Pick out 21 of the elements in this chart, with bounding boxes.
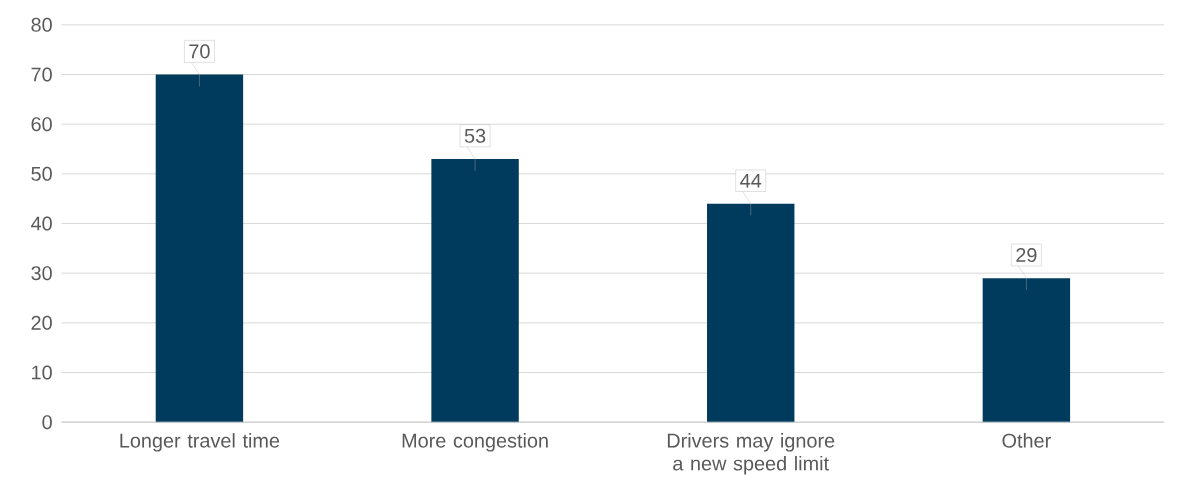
- bar: [155, 74, 244, 423]
- data-label: 70: [189, 44, 210, 59]
- y-tick-label: 70: [31, 67, 52, 82]
- y-tick-label: 60: [31, 117, 52, 132]
- data-label: 29: [1016, 248, 1037, 263]
- x-tick-label: More congestion: [402, 433, 548, 452]
- bar: [707, 203, 795, 423]
- bar: [431, 159, 519, 423]
- x-tick-label: Drivers may ignore a new speed limit: [667, 433, 835, 475]
- x-tick-label: Other: [1002, 433, 1051, 448]
- y-tick-label: 30: [31, 266, 52, 281]
- y-tick-label: 50: [31, 166, 52, 181]
- bar: [982, 278, 1071, 423]
- x-tick-label: Longer travel time: [120, 433, 280, 452]
- y-tick-label: 0: [42, 415, 52, 430]
- y-tick-label: 40: [31, 216, 52, 231]
- data-label: 44: [740, 174, 762, 188]
- y-tick-label: 80: [31, 17, 52, 32]
- y-tick-label: 20: [31, 315, 52, 330]
- data-label: 53: [464, 128, 486, 143]
- y-tick-label: 10: [32, 365, 52, 380]
